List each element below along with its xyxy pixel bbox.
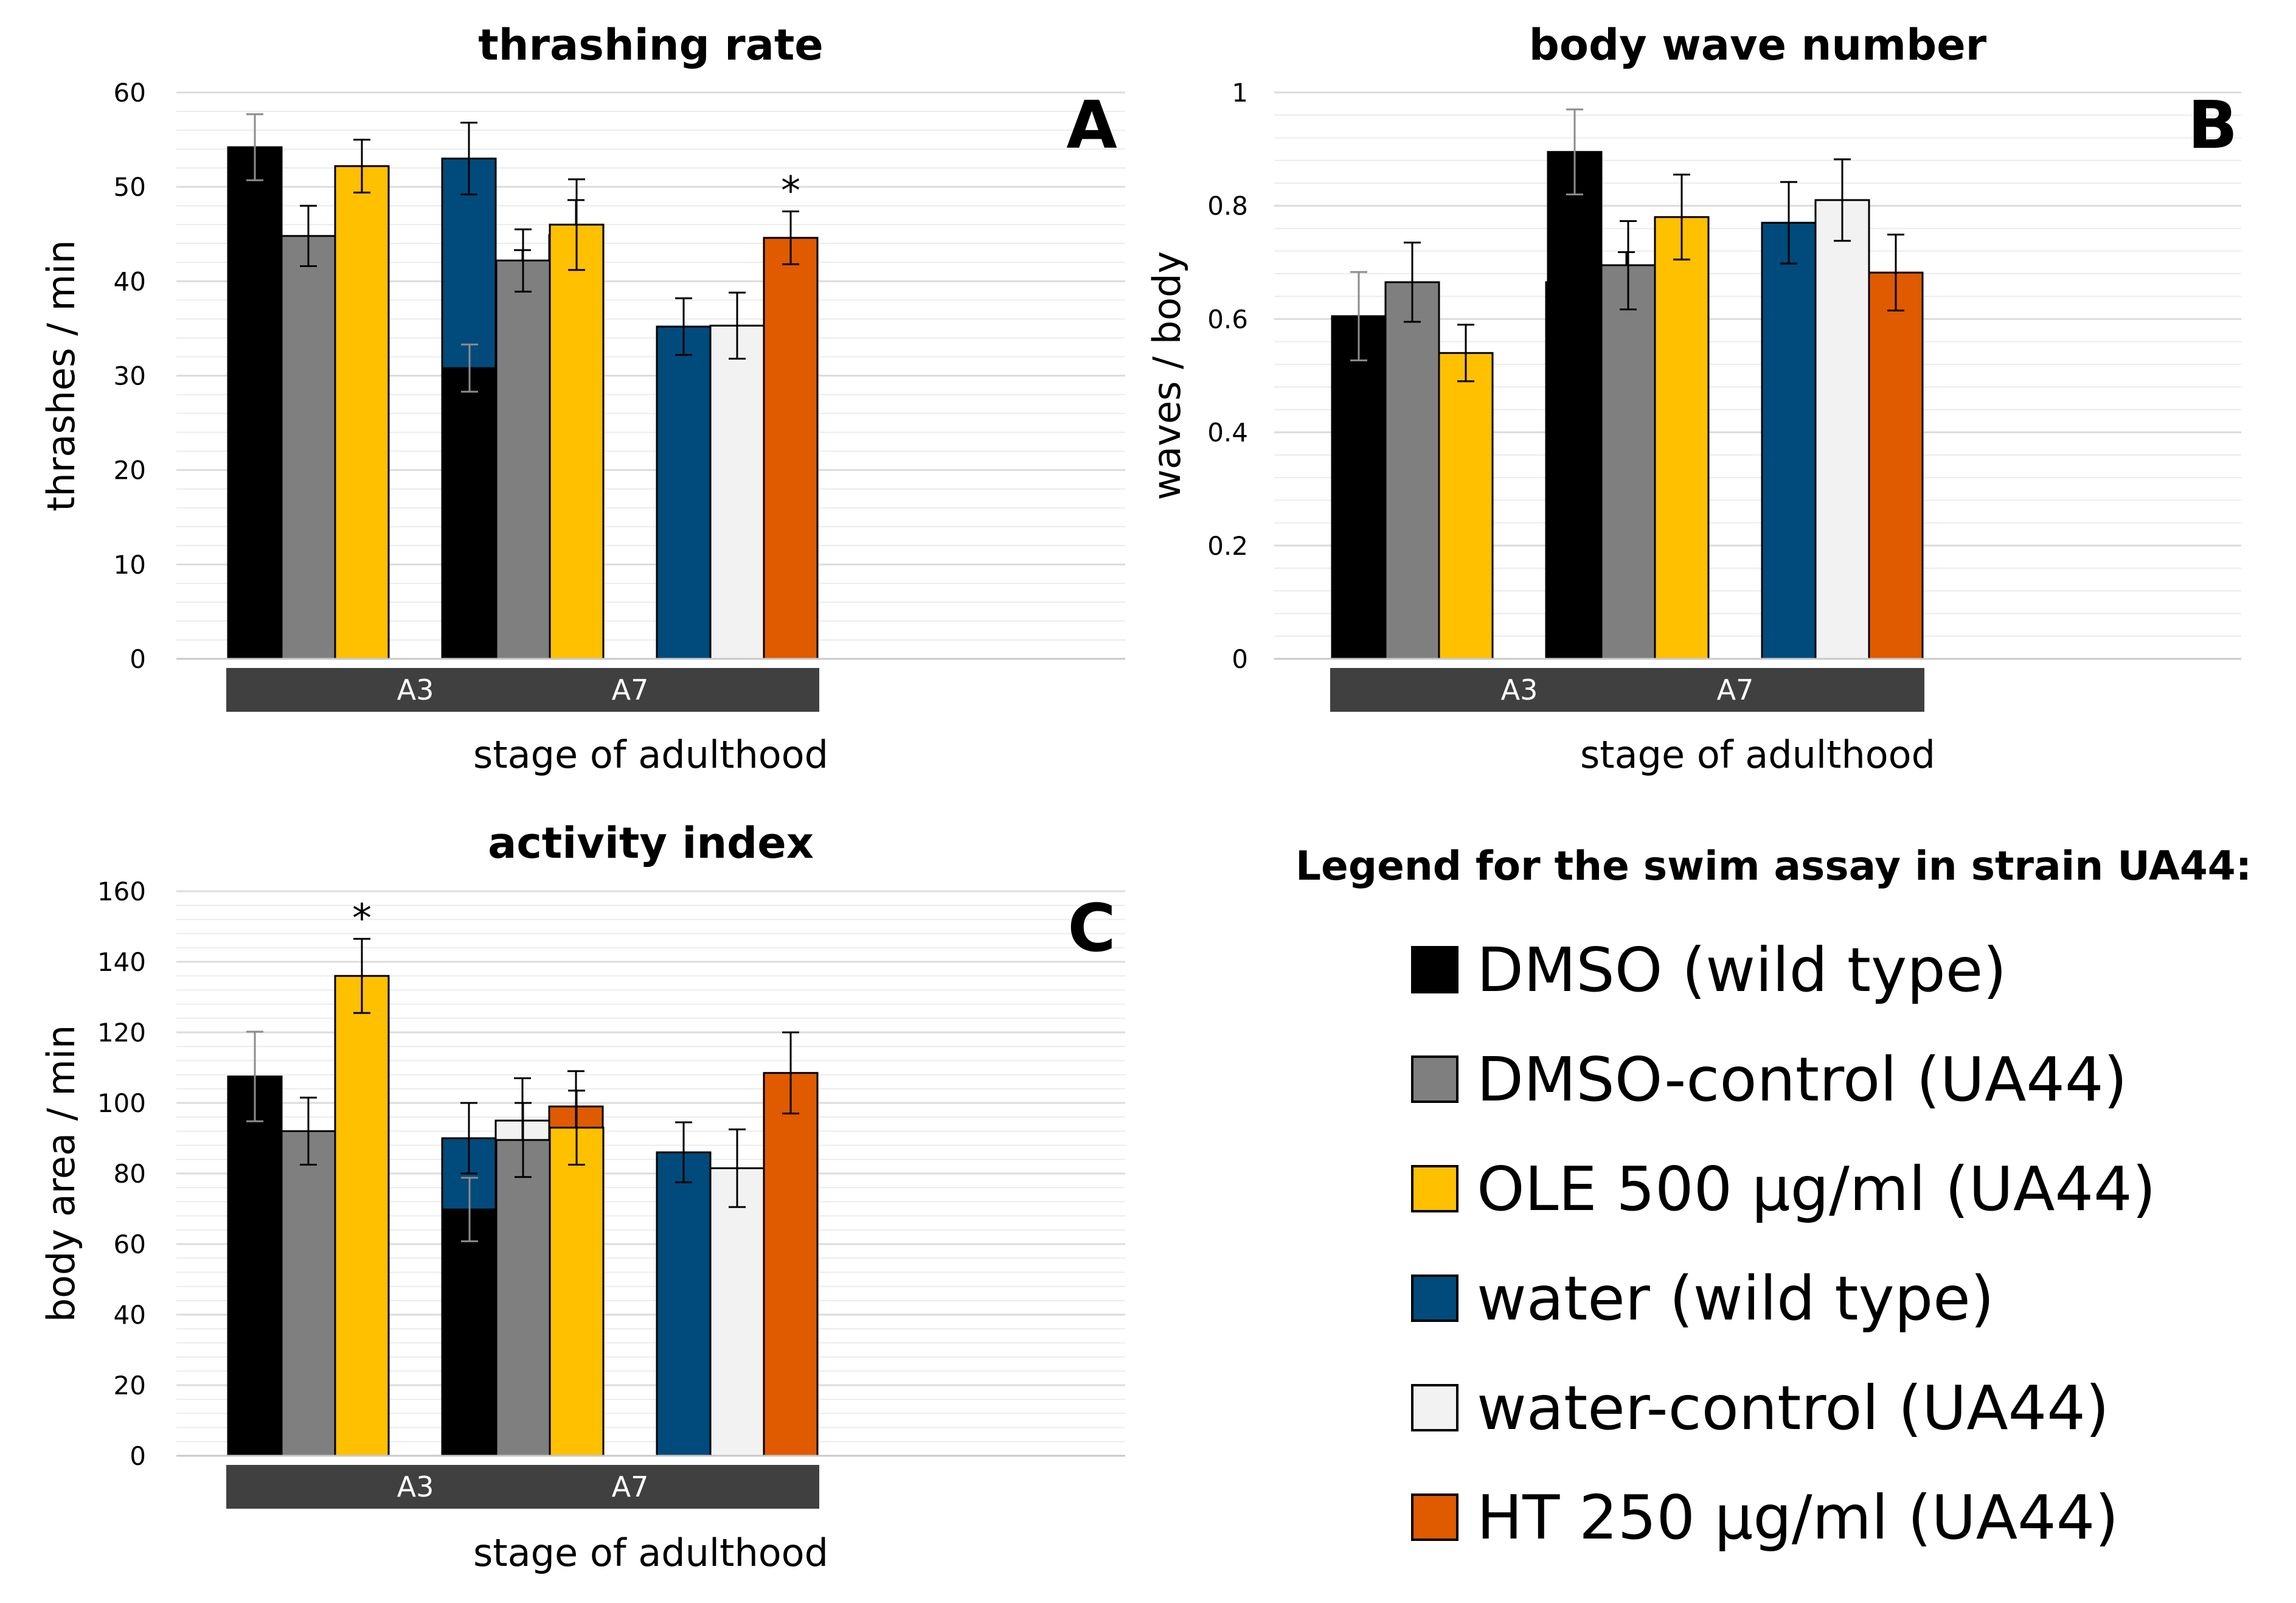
y-tick-label: 40: [114, 266, 146, 296]
panel-letter: A: [1066, 88, 1117, 164]
bar: [495, 259, 551, 660]
y-tick-label: 50: [114, 172, 146, 202]
chart-panel-c: 0 20 40 60 80 100 120 140 160 activity index Cbody…: [39, 818, 1125, 1575]
panel-letter: B: [2188, 88, 2238, 164]
bar: [763, 237, 819, 660]
bar: [656, 325, 712, 660]
bar: [709, 324, 765, 660]
significance-marker: *: [781, 169, 800, 214]
legend-swatch: [1411, 1274, 1458, 1322]
category-label: A3: [397, 673, 434, 706]
legend-label: OLE 500 µg/ml (UA44): [1477, 1153, 2156, 1225]
y-tick-label: 140: [97, 947, 146, 977]
chart-title: thrashing rate: [478, 20, 824, 70]
category-label: A3: [397, 1470, 434, 1503]
category-label-box: [441, 668, 819, 712]
y-tick-label: 100: [97, 1088, 146, 1118]
y-tick-label: 60: [114, 78, 146, 108]
y-tick-label: 0: [1232, 644, 1248, 674]
bar: [1761, 221, 1817, 660]
bar: [1547, 151, 1603, 660]
y-tick-label: 0: [130, 644, 146, 674]
x-axis-label: stage of adulthood: [473, 732, 828, 777]
legend-swatch: [1411, 1165, 1458, 1212]
category-label-box: [441, 1465, 819, 1509]
legend-item-water-wild-type: water (wild type): [1411, 1243, 2293, 1353]
y-tick-label: 120: [97, 1018, 146, 1048]
legend-label: water-control (UA44): [1477, 1372, 2109, 1444]
bar: [1384, 281, 1440, 660]
category-label: A7: [1717, 673, 1754, 706]
bar: [227, 146, 283, 660]
bar: [1438, 352, 1494, 660]
bar: [1600, 264, 1656, 660]
chart-title: body wave number: [1529, 20, 1987, 70]
category-label: A7: [612, 673, 649, 706]
bar: [442, 367, 498, 660]
legend-item-ht-250: HT 250 µg/ml (UA44): [1411, 1462, 2293, 1572]
x-axis-label: stage of adulthood: [1580, 732, 1935, 777]
y-tick-label: 60: [114, 1229, 146, 1259]
bar: [495, 1139, 551, 1457]
bar: [334, 975, 390, 1457]
bar: [280, 1130, 336, 1457]
bar: [280, 235, 336, 660]
legend-label: DMSO (wild type): [1477, 934, 2007, 1006]
bar: [549, 223, 605, 660]
y-tick-label: 0.8: [1207, 191, 1248, 221]
y-tick-label: 10: [114, 550, 146, 580]
y-tick-label: 20: [114, 1371, 146, 1400]
y-axis-label: waves / body: [1145, 251, 1189, 500]
category-label-box: [1546, 668, 1924, 712]
category-label: A3: [1501, 673, 1538, 706]
legend-item-ole-500: OLE 500 µg/ml (UA44): [1411, 1134, 2293, 1243]
y-tick-label: 30: [114, 361, 146, 391]
panel-letter: C: [1067, 891, 1115, 967]
bar: [709, 1167, 765, 1457]
bar: [442, 1208, 498, 1457]
bar: [1331, 315, 1387, 660]
bar: [1814, 199, 1870, 660]
y-tick-label: 80: [114, 1159, 146, 1189]
legend: Legend for the swim assay in strain UA44…: [1295, 843, 2293, 1572]
legend-label: water (wild type): [1477, 1262, 1994, 1334]
legend-item-dmso-control: DMSO-control (UA44): [1411, 1024, 2293, 1134]
legend-swatch: [1411, 1384, 1458, 1431]
bar: [227, 1076, 283, 1457]
y-tick-label: 160: [97, 877, 146, 906]
legend-label: HT 250 µg/ml (UA44): [1477, 1481, 2119, 1553]
y-tick-label: 40: [114, 1300, 146, 1330]
significance-marker: *: [352, 896, 372, 941]
bar: [1654, 216, 1710, 660]
y-axis-label: body area / min: [39, 1025, 83, 1323]
bar: [763, 1072, 819, 1457]
y-tick-label: 0.2: [1207, 531, 1248, 561]
bar: [549, 1127, 605, 1457]
bar: [334, 165, 390, 660]
y-tick-label: 0: [130, 1441, 146, 1471]
bar: [1868, 271, 1924, 660]
legend-title: Legend for the swim assay in strain UA44…: [1295, 843, 2252, 889]
legend-item-water-control: water-control (UA44): [1411, 1353, 2293, 1462]
legend-label: DMSO-control (UA44): [1477, 1043, 2128, 1115]
x-axis-label: stage of adulthood: [473, 1531, 828, 1575]
legend-item-dmso-wild-type: DMSO (wild type): [1411, 915, 2293, 1024]
y-tick-label: 20: [114, 456, 146, 485]
category-label: A7: [612, 1470, 649, 1503]
y-tick-label: 0.6: [1207, 304, 1248, 334]
legend-swatch: [1411, 1493, 1458, 1541]
y-tick-label: 0.4: [1207, 418, 1248, 448]
y-tick-label: 1: [1232, 78, 1248, 108]
bar: [656, 1151, 712, 1457]
y-axis-label: thrashes / min: [39, 240, 83, 511]
legend-swatch: [1411, 1055, 1458, 1103]
chart-title: activity index: [488, 818, 814, 868]
legend-swatch: [1411, 946, 1458, 993]
